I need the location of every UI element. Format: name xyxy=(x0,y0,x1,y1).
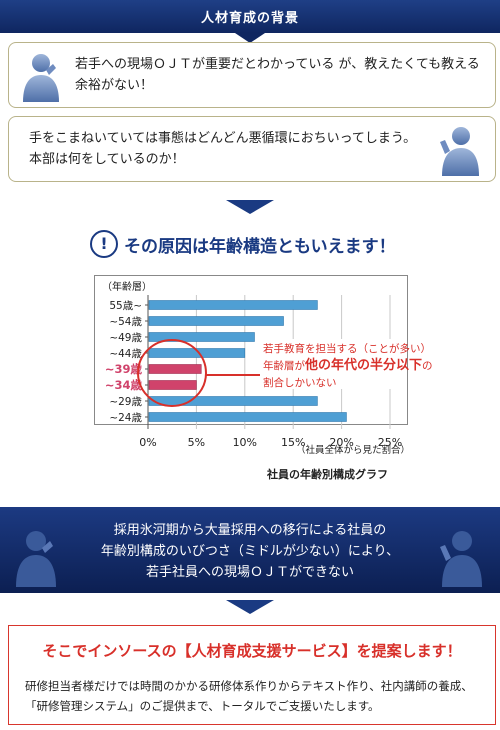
bar xyxy=(148,348,246,358)
worried-person-icon xyxy=(23,54,59,102)
section-header: 人材育成の背景 xyxy=(0,0,500,43)
y-tick-label: ~44歳 xyxy=(109,348,142,360)
worry-text-1: 若手への現場ＯＪＴが重要だとわかっている が、教えたくても教える余裕がない！ xyxy=(75,57,480,93)
age-chart: 55歳~ ~54歳 ~49歳 ~44歳 ~39歳 ~34歳 ~29歳 ~24歳 0% 5% 10%… xyxy=(102,280,433,456)
bar-highlighted xyxy=(148,364,202,374)
annotation-background xyxy=(260,339,400,389)
proposal-box: そこでインソースの【人材育成支援サービス】を提案します！ 研修担当者様だけでは時… xyxy=(8,625,496,725)
annotation-line-2: 年齢層が他の年代の半分以下の xyxy=(263,357,433,373)
cause-title: その原因は年齢構造ともいえます！ xyxy=(124,237,396,257)
worry-bubble-1: 若手への現場ＯＪＴが重要だとわかっている が、教えたくても教える余裕がない！ xyxy=(8,42,496,108)
annotation-prefix: 年齢層が xyxy=(263,359,305,372)
header-pointer xyxy=(235,33,265,43)
problem-banner: 採用氷河期から大量採用への移行による社員の 年齢別構成のいびつさ（ミドルが少ない… xyxy=(0,507,500,593)
down-arrow xyxy=(226,200,274,214)
banner-line-3: 若手社員への現場ＯＪＴができない xyxy=(145,565,354,580)
y-tick-label: 55歳~ xyxy=(109,300,142,312)
x-tick-label: 25% xyxy=(378,436,402,449)
exclamation-icon: ! xyxy=(90,230,118,258)
bar xyxy=(148,300,318,310)
y-tick-label: ~29歳 xyxy=(109,396,142,408)
down-arrow-2 xyxy=(226,600,274,614)
y-tick-label: ~24歳 xyxy=(109,412,142,424)
y-tick-label: ~39歳 xyxy=(105,362,143,376)
x-tick-label: 10% xyxy=(233,436,257,449)
section-title: 人材育成の背景 xyxy=(200,11,299,26)
banner-text: 採用氷河期から大量採用への移行による社員の 年齢別構成のいびつさ（ミドルが少ない… xyxy=(50,520,450,583)
chart-caption: 社員の年齢別構成グラフ xyxy=(267,468,388,481)
x-tick-label: 20% xyxy=(329,436,353,449)
bar xyxy=(148,316,284,326)
bar-highlighted xyxy=(148,380,197,390)
worry-bubble-2: 手をこまねいていては事態はどんどん悪循環におちいってしまう。本部は何をしているの… xyxy=(8,116,496,182)
y-tick-label: ~54歳 xyxy=(109,316,142,328)
x-tick-label: 15% xyxy=(281,436,305,449)
x-axis-title: （社員全体から見た割合） xyxy=(296,444,410,456)
y-tick-label: ~34歳 xyxy=(105,378,143,392)
annotation-suffix: の xyxy=(422,360,433,372)
y-axis-title: （年齢層） xyxy=(102,280,152,293)
worry-text-2: 手をこまねいていては事態はどんどん悪循環におちいってしまう。本部は何をしているの… xyxy=(29,131,417,167)
x-tick-label: 0% xyxy=(139,436,156,449)
bar xyxy=(148,396,318,406)
banner-line-2: 年齢別構成のいびつさ（ミドルが少ない）により、 xyxy=(100,544,400,559)
cause-heading: ! その原因は年齢構造ともいえます！ xyxy=(90,230,430,260)
bar xyxy=(148,412,347,422)
annotation-line-1: 若手教育を担当する（ことが多い） xyxy=(263,342,431,355)
proposal-title: そこでインソースの【人材育成支援サービス】を提案します！ xyxy=(42,642,462,660)
highlight-circle xyxy=(137,339,207,407)
troubled-person-icon xyxy=(16,531,56,587)
x-tick-label: 5% xyxy=(188,436,205,449)
bar xyxy=(148,332,255,342)
y-tick-label: ~49歳 xyxy=(109,332,142,344)
proposal-body: 研修担当者様だけでは時間のかかる研修体系作りからテキスト作り、社内講師の養成、「… xyxy=(25,679,473,713)
annotation-emphasis: 他の年代の半分以下 xyxy=(304,357,422,373)
frustrated-person-icon xyxy=(440,127,479,176)
banner-line-1: 採用氷河期から大量採用への移行による社員の xyxy=(113,523,387,538)
annotation-line-3: 割合しかいない xyxy=(263,376,337,389)
stressed-person-icon xyxy=(440,531,482,587)
